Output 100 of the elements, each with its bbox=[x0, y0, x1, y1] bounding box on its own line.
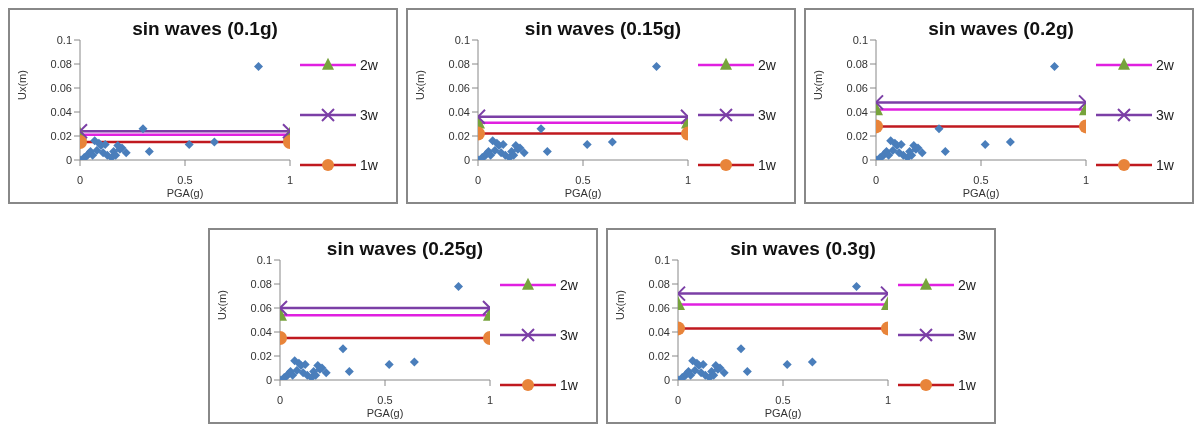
x-tick-label: 1 bbox=[684, 173, 692, 186]
x-tick-label: 0 bbox=[872, 173, 880, 186]
y-axis-title: Ux(m) bbox=[413, 70, 426, 100]
y-axis-title: Ux(m) bbox=[811, 70, 824, 100]
point bbox=[384, 359, 394, 369]
legend-label: 2w bbox=[560, 277, 578, 293]
legend-label: 3w bbox=[958, 327, 976, 343]
point bbox=[92, 145, 102, 155]
y-tick-label: 0 bbox=[463, 153, 470, 166]
chart-title: sin waves (0.3g) bbox=[729, 238, 877, 260]
legend-label: 2w bbox=[1156, 57, 1174, 73]
point bbox=[409, 357, 419, 367]
point bbox=[917, 148, 927, 158]
x-tick-label: 1 bbox=[286, 173, 294, 186]
y-tick-label: 0.08 bbox=[250, 277, 272, 290]
y-tick-label: 0.04 bbox=[448, 105, 470, 118]
y-tick-label: 0.1 bbox=[256, 253, 272, 266]
y-tick-label: 0.04 bbox=[250, 325, 272, 338]
point bbox=[542, 147, 552, 157]
x-tick-label: 0.5 bbox=[973, 173, 989, 186]
legend-label: 1w bbox=[958, 377, 976, 393]
x-axis-title: PGA(g) bbox=[564, 187, 602, 199]
y-tick-label: 0.08 bbox=[846, 57, 868, 70]
point bbox=[344, 367, 354, 377]
legend-label: 2w bbox=[360, 57, 378, 73]
chart-title: sin waves (0.15g) bbox=[523, 18, 683, 40]
y-tick-label: 0.02 bbox=[448, 129, 470, 142]
y-tick-label: 0.02 bbox=[50, 129, 72, 142]
y-tick-label: 0 bbox=[265, 373, 272, 386]
point bbox=[490, 145, 500, 155]
y-tick-label: 0 bbox=[65, 153, 72, 166]
point bbox=[209, 137, 219, 147]
legend-label: 3w bbox=[360, 107, 378, 123]
legend-label: 1w bbox=[360, 157, 378, 173]
x-axis-title: PGA(g) bbox=[166, 187, 204, 199]
point bbox=[719, 368, 729, 378]
y-axis-title: Ux(m) bbox=[215, 290, 228, 320]
point bbox=[980, 139, 990, 149]
point bbox=[144, 147, 154, 157]
chart-title: sin waves (0.25g) bbox=[325, 238, 485, 260]
point bbox=[121, 148, 131, 158]
point bbox=[519, 148, 529, 158]
point bbox=[138, 124, 148, 134]
x-tick-label: 0.5 bbox=[575, 173, 591, 186]
y-tick-label: 0.04 bbox=[50, 105, 72, 118]
point bbox=[321, 368, 331, 378]
point bbox=[607, 137, 617, 147]
point bbox=[184, 139, 194, 149]
x-tick-label: 1 bbox=[884, 393, 892, 406]
point bbox=[736, 344, 746, 354]
legend-label: 1w bbox=[560, 377, 578, 393]
point bbox=[582, 139, 592, 149]
y-axis-title: Ux(m) bbox=[613, 290, 626, 320]
legend-label: 2w bbox=[958, 277, 976, 293]
y-tick-label: 0.1 bbox=[454, 33, 470, 46]
point bbox=[292, 365, 302, 375]
legend-label: 3w bbox=[1156, 107, 1174, 123]
y-tick-label: 0.02 bbox=[250, 349, 272, 362]
x-tick-label: 0.5 bbox=[377, 393, 393, 406]
point bbox=[807, 357, 817, 367]
x-tick-label: 0 bbox=[276, 393, 284, 406]
legend-label: 2w bbox=[758, 57, 776, 73]
x-tick-label: 1 bbox=[1082, 173, 1090, 186]
y-tick-label: 0.06 bbox=[50, 81, 72, 94]
y-axis-title: Ux(m) bbox=[15, 70, 28, 100]
y-tick-label: 0.08 bbox=[448, 57, 470, 70]
point bbox=[536, 124, 546, 134]
y-tick-label: 0.1 bbox=[56, 33, 72, 46]
legend-label: 3w bbox=[758, 107, 776, 123]
legend-label: 1w bbox=[1156, 157, 1174, 173]
y-tick-label: 0.06 bbox=[648, 301, 670, 314]
y-tick-label: 0 bbox=[861, 153, 868, 166]
y-tick-label: 0.06 bbox=[250, 301, 272, 314]
chart-title: sin waves (0.2g) bbox=[927, 18, 1075, 40]
x-tick-label: 0.5 bbox=[775, 393, 791, 406]
x-tick-label: 0 bbox=[474, 173, 482, 186]
y-tick-label: 0.02 bbox=[846, 129, 868, 142]
x-tick-label: 0 bbox=[76, 173, 84, 186]
point bbox=[940, 147, 950, 157]
x-axis-title: PGA(g) bbox=[962, 187, 1000, 199]
y-tick-label: 0.1 bbox=[654, 253, 670, 266]
y-tick-label: 0.02 bbox=[648, 349, 670, 362]
legend-label: 3w bbox=[560, 327, 578, 343]
point bbox=[888, 145, 898, 155]
point bbox=[742, 367, 752, 377]
point bbox=[338, 344, 348, 354]
y-tick-label: 0.08 bbox=[50, 57, 72, 70]
y-tick-label: 0.04 bbox=[846, 105, 868, 118]
y-tick-label: 0.06 bbox=[846, 81, 868, 94]
chart-title: sin waves (0.1g) bbox=[131, 18, 279, 40]
y-tick-label: 0.06 bbox=[448, 81, 470, 94]
point bbox=[934, 124, 944, 134]
x-axis-title: PGA(g) bbox=[366, 407, 404, 419]
point bbox=[782, 359, 792, 369]
y-tick-label: 0.04 bbox=[648, 325, 670, 338]
y-tick-label: 0.1 bbox=[852, 33, 868, 46]
legend-label: 1w bbox=[758, 157, 776, 173]
x-tick-label: 0 bbox=[674, 393, 682, 406]
point bbox=[1005, 137, 1015, 147]
y-tick-label: 0.08 bbox=[648, 277, 670, 290]
